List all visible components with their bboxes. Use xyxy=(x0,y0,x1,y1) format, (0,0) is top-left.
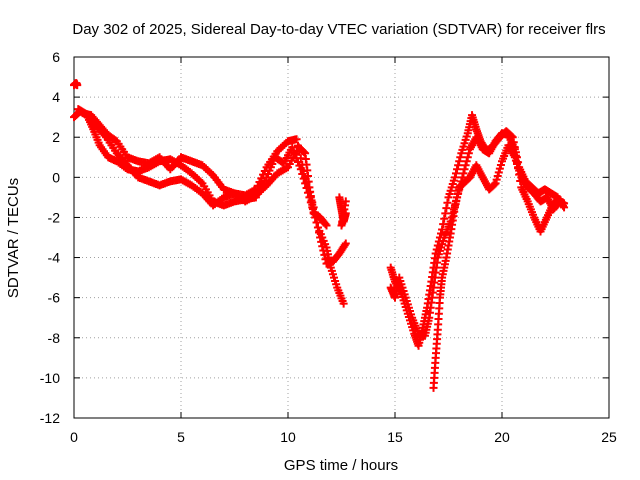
data-point-marker xyxy=(341,197,350,206)
x-tick-label: 15 xyxy=(387,429,403,445)
data-point-marker xyxy=(440,214,449,223)
plot-frame xyxy=(73,56,610,419)
data-point-marker xyxy=(461,161,470,170)
data-point-marker xyxy=(317,237,326,246)
data-point-marker xyxy=(341,239,350,248)
grid xyxy=(74,57,609,418)
x-tick-label: 0 xyxy=(70,429,78,445)
data-point-marker xyxy=(441,209,450,218)
data-point-marker xyxy=(322,221,331,230)
y-tick-label: -10 xyxy=(40,370,60,386)
y-tick-label: 0 xyxy=(52,169,60,185)
series-track-g xyxy=(386,129,564,340)
data-point-marker xyxy=(73,81,82,90)
data-point-marker xyxy=(560,199,569,208)
data-point-marker xyxy=(460,165,469,174)
y-axis-title: SDTVAR / TECUs xyxy=(5,178,22,298)
data-point-marker xyxy=(463,153,472,162)
series-track-d xyxy=(78,109,331,230)
data-point-marker xyxy=(312,218,321,227)
y-tick-label: -6 xyxy=(48,290,61,306)
x-tick-label: 5 xyxy=(177,429,185,445)
data-point-marker xyxy=(458,173,467,182)
data-point-marker xyxy=(462,157,471,166)
x-tick-label: 20 xyxy=(494,429,510,445)
data-point-marker xyxy=(451,169,460,178)
data-point-marker xyxy=(320,250,329,259)
chart-title: Day 302 of 2025, Sidereal Day-to-day VTE… xyxy=(72,21,605,38)
y-tick-label: 6 xyxy=(52,49,60,65)
y-tick-label: -4 xyxy=(48,250,61,266)
data-point-marker xyxy=(319,246,328,255)
data-point-marker xyxy=(496,160,505,169)
x-axis-title: GPS time / hours xyxy=(284,457,398,474)
data-point-marker xyxy=(339,299,348,308)
data-point-marker xyxy=(316,233,325,242)
data-point-marker xyxy=(493,171,502,180)
data-point-marker xyxy=(315,228,324,237)
data-point-marker xyxy=(494,168,503,177)
y-tick-label: -12 xyxy=(40,410,60,426)
y-tick-label: -2 xyxy=(48,209,61,225)
data-point-marker xyxy=(442,204,451,213)
y-tick-label: 2 xyxy=(52,129,60,145)
data-point-marker xyxy=(464,149,473,158)
data-point-marker xyxy=(455,157,464,166)
y-tick-label: 4 xyxy=(52,89,60,105)
data-point-marker xyxy=(459,169,468,178)
data-point-marker xyxy=(453,165,462,174)
data-point-marker xyxy=(495,164,504,173)
data-point-marker xyxy=(300,148,309,157)
series-track-h xyxy=(429,141,569,392)
y-tick-label: -8 xyxy=(48,330,61,346)
data-point-marker xyxy=(456,153,465,162)
series-track-a xyxy=(70,79,82,90)
data-point-marker xyxy=(454,161,463,170)
data-point-marker xyxy=(292,135,301,144)
data-point-marker xyxy=(492,175,501,184)
data-point-marker xyxy=(443,198,452,207)
data-points xyxy=(70,79,569,392)
data-point-marker xyxy=(318,242,327,251)
x-tick-label: 10 xyxy=(280,429,296,445)
x-tick-label: 25 xyxy=(601,429,617,445)
data-point-marker xyxy=(313,223,322,232)
data-point-marker xyxy=(437,229,446,238)
data-point-marker xyxy=(450,173,459,182)
data-point-marker xyxy=(490,180,499,189)
data-point-marker xyxy=(491,179,500,188)
data-point-marker xyxy=(321,220,330,229)
series-track-e xyxy=(335,193,350,230)
